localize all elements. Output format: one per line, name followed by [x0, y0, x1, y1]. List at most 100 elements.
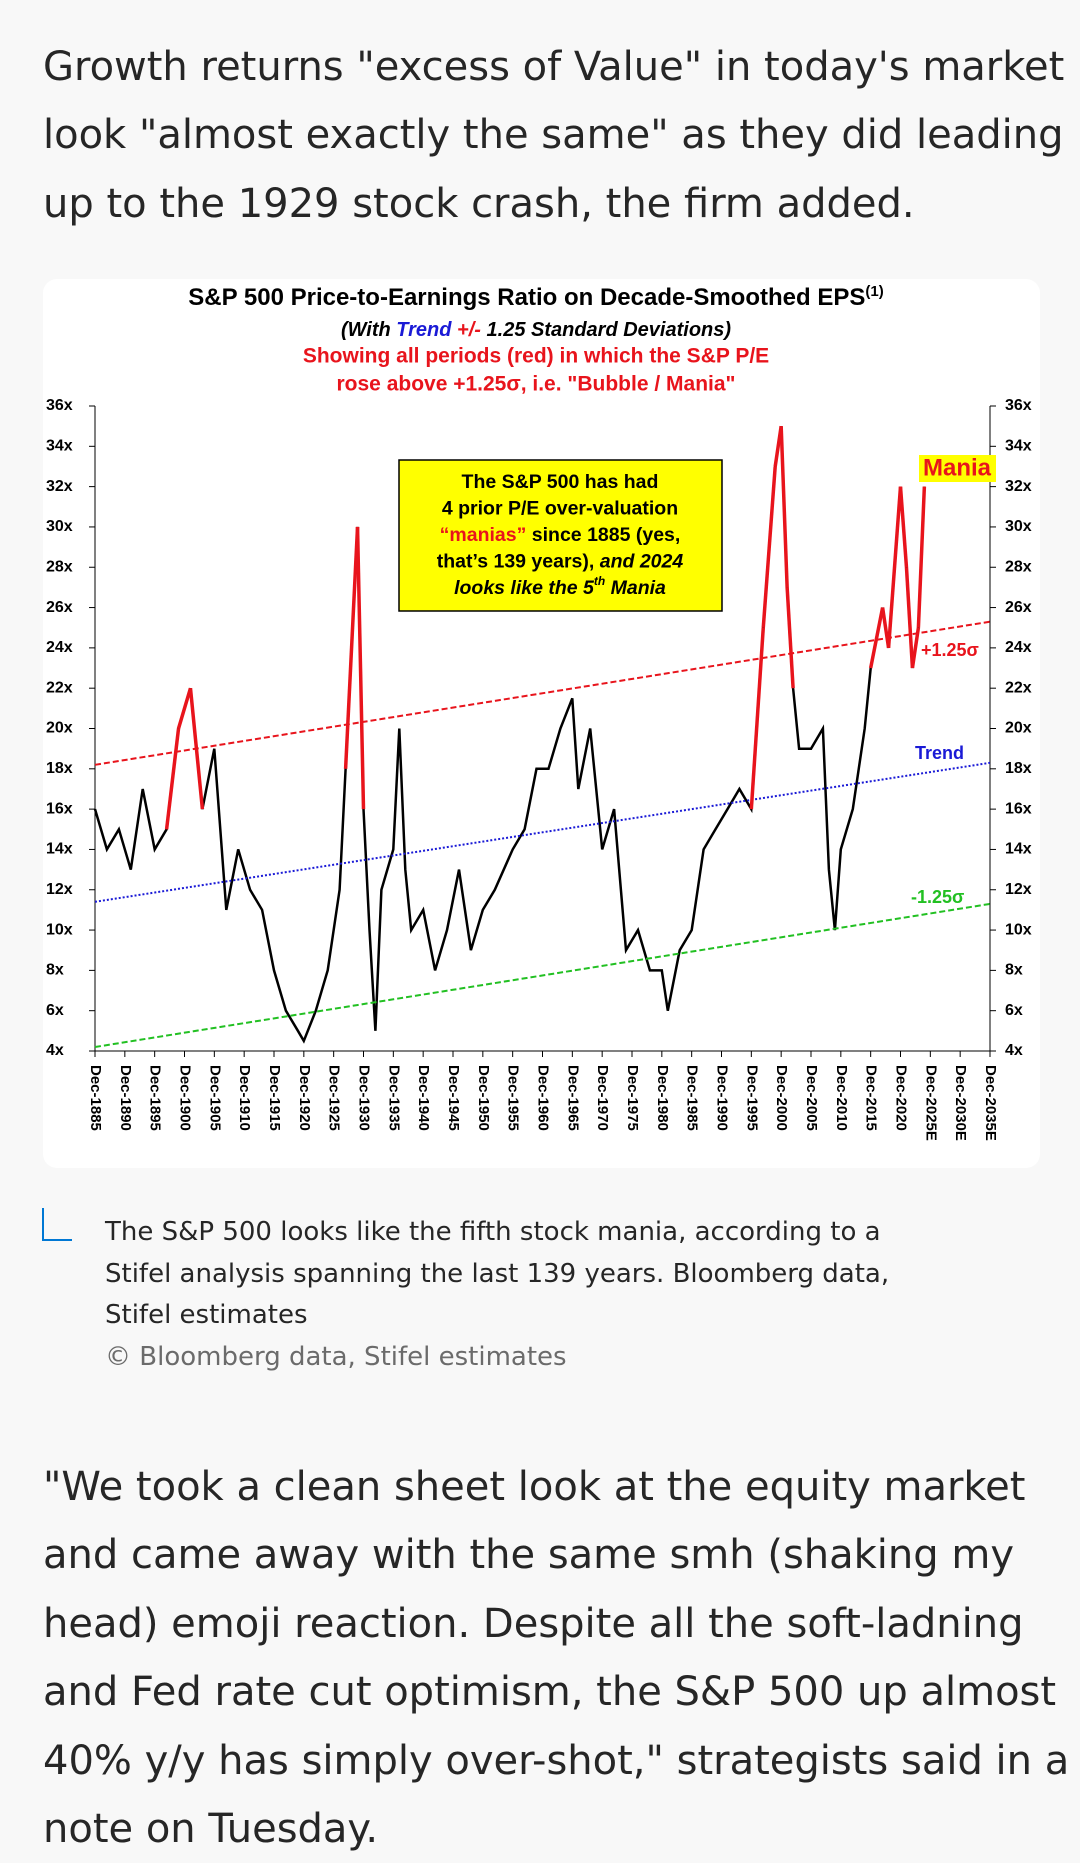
y-tick-label-right: 18x — [1005, 760, 1032, 777]
chart: S&P 500 Price-to-Earnings Ratio on Decad… — [43, 279, 1040, 1168]
mania-segment — [343, 526, 360, 769]
mania-segment — [761, 466, 777, 628]
y-tick-label: 8x — [46, 962, 64, 979]
mania-segment — [916, 486, 927, 628]
chart-background — [43, 279, 1040, 1168]
x-tick-label: Dec-1995 — [743, 1065, 760, 1131]
annotation-line: 4 prior P/E over-valuation — [442, 498, 678, 520]
x-tick-label: Dec-1950 — [475, 1065, 492, 1131]
mania-segment — [355, 526, 366, 810]
highlight-line: Showing all periods (red) in which the S… — [303, 345, 769, 368]
paragraph-line: up to the 1929 stock crash, the firm add… — [43, 180, 915, 227]
x-tick-label: Dec-2025E — [922, 1065, 939, 1141]
annotation-line: looks like the 5th Mania — [454, 574, 666, 599]
y-tick-label-right: 22x — [1005, 679, 1032, 696]
x-tick-label: Dec-2030E — [952, 1065, 969, 1141]
paragraph-line: 40% y/y has simply over-shot," strategis… — [43, 1737, 1070, 1784]
y-tick-label-right: 8x — [1005, 962, 1023, 979]
highlight-line: rose above +1.25σ, i.e. "Bubble / Mania" — [337, 373, 736, 396]
mania-segment — [176, 687, 193, 729]
chart-subtitle: (With Trend +/- 1.25 Standard Deviations… — [341, 319, 731, 341]
x-tick-label: Dec-1890 — [117, 1065, 134, 1131]
mania-segment — [164, 728, 181, 830]
x-tick-label: Dec-1930 — [356, 1065, 373, 1131]
y-tick-label: 22x — [46, 679, 73, 696]
annotation-box — [398, 459, 723, 612]
y-tick-label-right: 10x — [1005, 921, 1032, 938]
annotation-text: that’s 139 years), — [437, 551, 600, 573]
x-tick-label: Dec-1895 — [147, 1065, 164, 1131]
caption-line: Stifel analysis spanning the last 139 ye… — [105, 1258, 890, 1289]
mania-segment — [898, 486, 909, 568]
x-tick-label: Dec-1975 — [624, 1065, 641, 1131]
paragraph-line: head) emoji reaction. Despite all the so… — [43, 1600, 1024, 1647]
title-note: (1) — [865, 283, 883, 300]
y-tick-label-right: 4x — [1005, 1042, 1023, 1059]
x-tick-label: Dec-1945 — [445, 1065, 462, 1131]
paragraph-line: note on Tuesday. — [43, 1806, 379, 1852]
annotation-text: th — [594, 574, 605, 588]
paragraph-line: "We took a clean sheet look at the equit… — [43, 1464, 1026, 1510]
annotation-text: “manias” — [440, 524, 527, 546]
x-tick-label: Dec-1960 — [535, 1065, 552, 1131]
y-tick-label-right: 12x — [1005, 881, 1032, 898]
y-tick-label-right: 16x — [1005, 800, 1032, 817]
credit: © Bloomberg data, Stifel estimates — [105, 1342, 567, 1372]
x-tick-label: Dec-1910 — [236, 1065, 253, 1131]
x-tick-label: Dec-1985 — [684, 1065, 701, 1131]
y-tick-label: 28x — [46, 558, 73, 575]
x-tick-label: Dec-1915 — [266, 1065, 283, 1131]
mania-segment — [904, 567, 915, 669]
y-tick-label-right: 14x — [1005, 841, 1032, 858]
band-line — [94, 620, 991, 766]
y-tick-label: 10x — [46, 921, 73, 938]
y-tick-label: 4x — [46, 1042, 64, 1059]
band-label: Trend — [915, 743, 964, 763]
mania-segment — [868, 607, 885, 669]
caption-line: Stifel estimates — [105, 1300, 308, 1330]
band-line — [94, 761, 991, 903]
y-tick-label-right: 6x — [1005, 1002, 1023, 1019]
subtitle-part: +/- — [452, 319, 487, 341]
annotation-text: The S&P 500 has had — [462, 471, 659, 493]
x-tick-label: Dec-1965 — [564, 1065, 581, 1131]
annotation-text: Mania — [605, 577, 666, 599]
x-tick-label: Dec-1885 — [87, 1065, 104, 1131]
mania-segment — [785, 587, 795, 689]
paragraph-line: look "almost exactly the same" as they d… — [43, 112, 1064, 159]
y-tick-label-right: 24x — [1005, 639, 1032, 656]
x-tick-label: Dec-1970 — [594, 1065, 611, 1131]
chart-title: S&P 500 Price-to-Earnings Ratio on Decad… — [188, 283, 883, 311]
paragraph-line: and came away with the same smh (shaking… — [43, 1532, 1015, 1579]
caption-line: The S&P 500 looks like the fifth stock m… — [105, 1217, 881, 1247]
x-tick-label: Dec-1900 — [177, 1065, 194, 1131]
paragraph-line: Growth returns "excess of Value" in toda… — [43, 44, 1065, 90]
mania-segment — [749, 627, 766, 810]
band-label: -1.25σ — [911, 887, 964, 907]
x-tick-label: Dec-2035E — [982, 1065, 999, 1141]
y-tick-label: 14x — [46, 841, 73, 858]
mania-label: Mania — [923, 454, 992, 481]
mania-segment — [779, 426, 789, 588]
y-tick-label: 12x — [46, 881, 73, 898]
subtitle-part: (With — [341, 319, 396, 341]
y-tick-label: 6x — [46, 1002, 64, 1019]
mania-segment — [188, 688, 205, 810]
y-tick-label: 30x — [46, 518, 73, 535]
y-tick-label: 24x — [46, 639, 73, 656]
y-tick-label-right: 28x — [1005, 558, 1032, 575]
x-tick-label: Dec-2005 — [803, 1065, 820, 1131]
y-tick-label: 20x — [46, 720, 73, 737]
y-tick-label-right: 20x — [1005, 720, 1032, 737]
x-tick-label: Dec-2015 — [863, 1065, 880, 1131]
pe-line — [93, 426, 926, 1044]
mania-segment — [886, 486, 903, 649]
annotation-line: “manias” since 1885 (yes, — [440, 524, 681, 546]
y-tick-label: 18x — [46, 760, 73, 777]
x-tick-label: Dec-2020 — [893, 1065, 910, 1131]
y-tick-label-right: 34x — [1005, 438, 1032, 455]
x-tick-label: Dec-2010 — [833, 1065, 850, 1131]
title-text: S&P 500 Price-to-Earnings Ratio on Decad… — [188, 284, 865, 311]
x-tick-label: Dec-1925 — [326, 1065, 343, 1131]
